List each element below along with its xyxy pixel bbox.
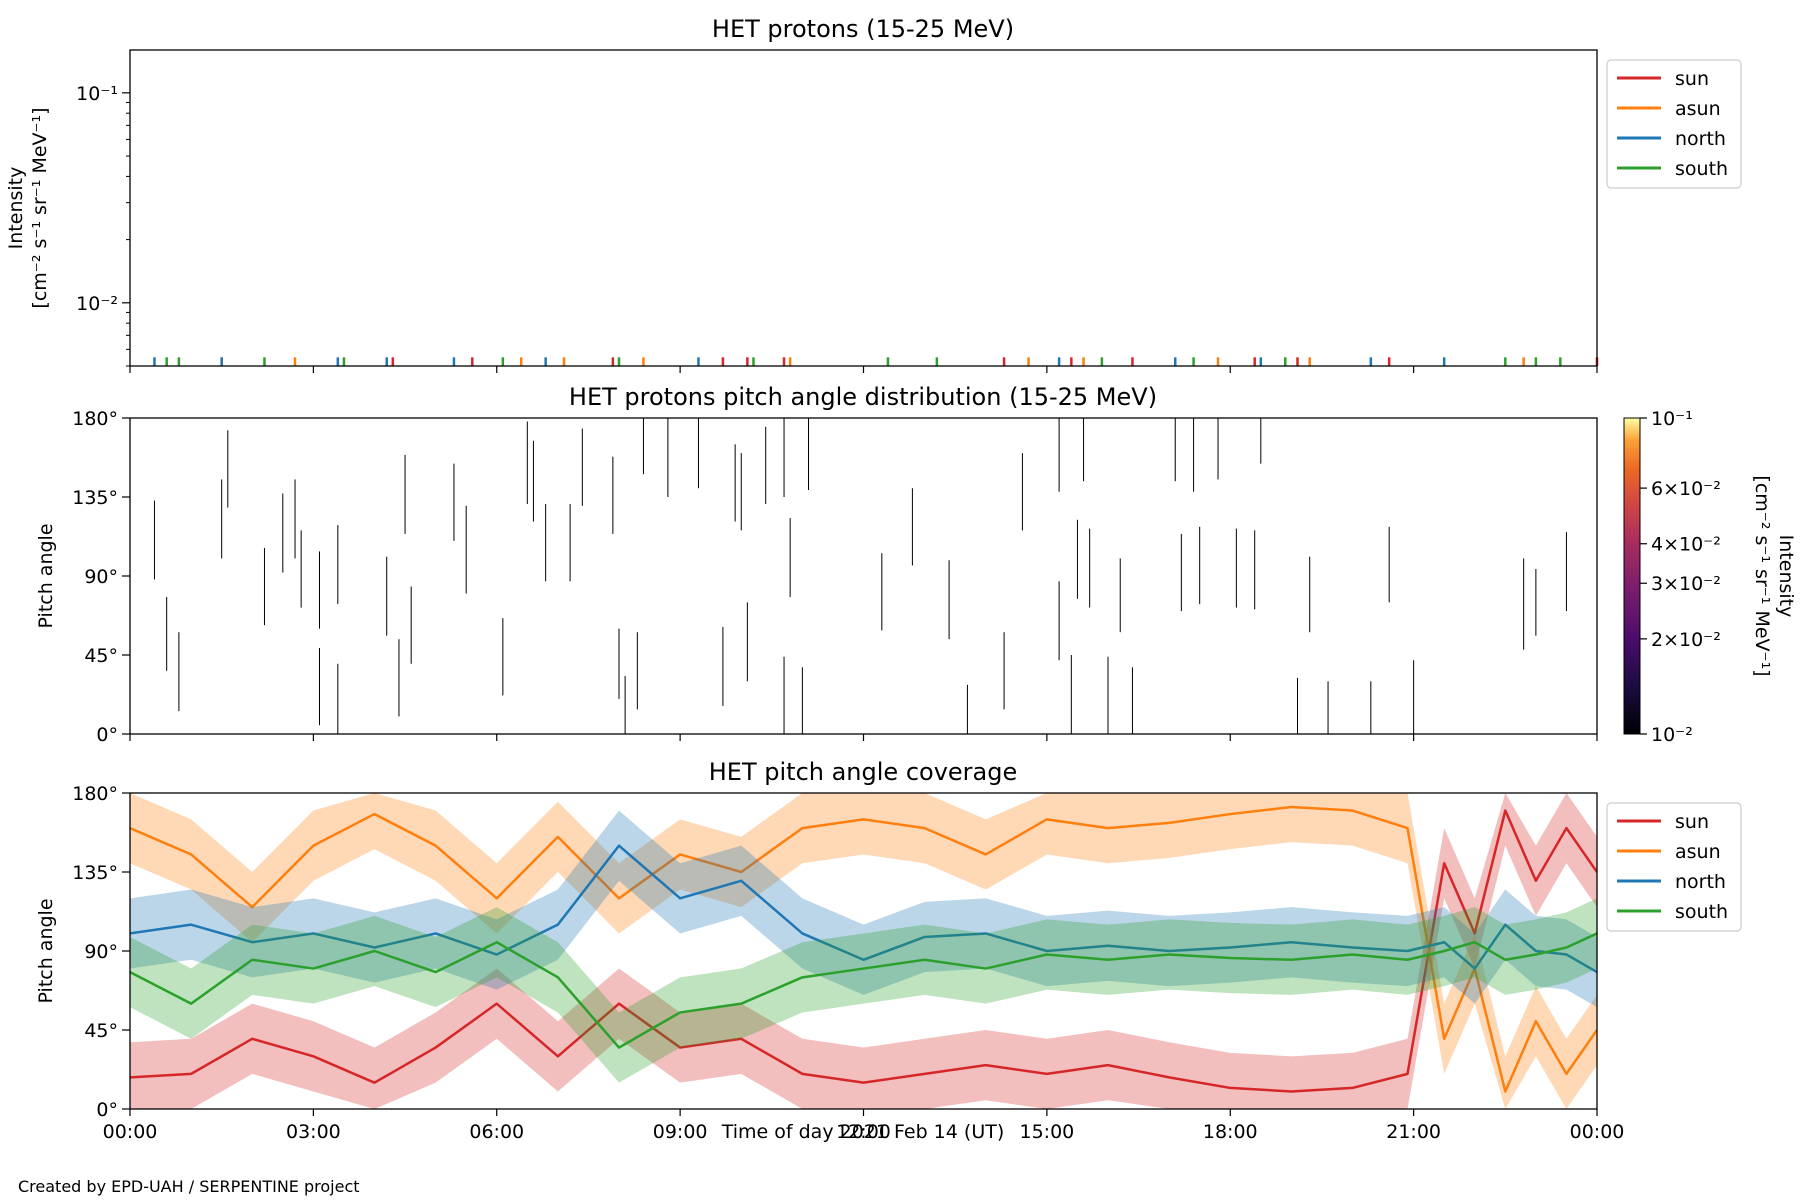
panel-pitch-angle-coverage: HET pitch angle coverage 00:00 03:00 06:00…	[35, 758, 1742, 1143]
panel3-legend-box	[1606, 802, 1742, 932]
legend3-label-south: south	[1675, 901, 1728, 923]
colorbar-label-text: Intensity	[1775, 535, 1797, 618]
colorbar-tick-label: 4×10⁻²	[1651, 534, 1721, 556]
line-asun	[130, 805, 1597, 1093]
line-south	[130, 932, 1597, 1049]
x-tick-label: 03:00	[286, 1121, 341, 1143]
y-tick-label: 10⁻¹	[76, 83, 118, 105]
x-tick-label: 12:00	[836, 1121, 891, 1143]
x-tick-label: 00:00	[103, 1121, 158, 1143]
panel2-frame	[129, 417, 1598, 735]
legend3-label-sun: sun	[1675, 811, 1709, 833]
y-tick-label: 90°	[84, 941, 118, 963]
x-tick-label: 21:00	[1386, 1121, 1441, 1143]
y-tick-label: 180°	[72, 783, 118, 805]
panel3-legend: sun asun north south	[1606, 802, 1742, 932]
y-tick-label: 0°	[96, 1099, 118, 1121]
colorbar-gradient	[1623, 417, 1641, 735]
panel1-ylabel-units: [cm⁻² s⁻¹ sr⁻¹ MeV⁻¹]	[29, 107, 51, 308]
colorbar-tick-label: 6×10⁻²	[1651, 478, 1721, 500]
panel1-frame	[129, 49, 1598, 367]
panel1-ticks: 10⁻¹ 10⁻²	[76, 83, 1598, 373]
line-sun	[130, 809, 1597, 1093]
panel3-xlabel: Time of day 2021 Feb 14 (UT)	[721, 1121, 1005, 1143]
panel2-ylabel: Pitch angle	[35, 523, 57, 628]
band-asun	[130, 793, 1597, 1109]
y-tick-label: 45°	[84, 645, 118, 667]
band-south	[130, 898, 1597, 1083]
panel-pitch-angle-distribution: HET protons pitch angle distribution (15…	[35, 383, 1797, 746]
colorbar-tick-label: 3×10⁻²	[1651, 573, 1721, 595]
panel2-ticks: 0° 45° 90° 135° 180°	[72, 408, 1598, 746]
x-tick-label: 15:00	[1019, 1121, 1074, 1143]
line-north	[130, 844, 1597, 974]
x-tick-label: 00:00	[1570, 1121, 1625, 1143]
credit-text: Created by EPD-UAH / SERPENTINE project	[18, 1177, 360, 1196]
colorbar-ticks: 10⁻¹ 6×10⁻² 4×10⁻² 3×10⁻² 2×10⁻² 10⁻²	[1640, 408, 1721, 746]
y-tick-label: 90°	[84, 566, 118, 588]
y-tick-label: 0°	[96, 724, 118, 746]
panel1-ylabel-text: Intensity	[5, 167, 27, 250]
colorbar-label: Intensity [cm⁻² s⁻¹ sr⁻¹ MeV⁻¹]	[1751, 475, 1797, 676]
legend1-label-asun: asun	[1675, 98, 1721, 120]
y-tick-label: 10⁻²	[76, 293, 118, 315]
legend1-label-sun: sun	[1675, 68, 1709, 90]
y-tick-label: 135°	[72, 862, 118, 884]
panel1-ylabel: Intensity [cm⁻² s⁻¹ sr⁻¹ MeV⁻¹]	[5, 107, 51, 308]
panel3-ylabel: Pitch angle	[35, 898, 57, 1003]
y-tick-label: 45°	[84, 1020, 118, 1042]
panel-intensity: HET protons (15-25 MeV) 10⁻¹ 10⁻² Intensi…	[5, 15, 1742, 373]
x-tick-label: 18:00	[1203, 1121, 1258, 1143]
legend1-label-north: north	[1675, 128, 1726, 150]
panel3-title: HET pitch angle coverage	[709, 758, 1017, 786]
colorbar-tick-label: 10⁻²	[1651, 724, 1693, 746]
colorbar-tick-label: 10⁻¹	[1651, 408, 1693, 430]
panel1-title: HET protons (15-25 MeV)	[712, 15, 1014, 43]
panel1-legend: sun asun north south	[1606, 59, 1742, 189]
panel1-legend-box	[1606, 59, 1742, 189]
x-tick-label: 06:00	[469, 1121, 524, 1143]
legend1-label-south: south	[1675, 158, 1728, 180]
panel3-marks	[130, 793, 1597, 1109]
panel2-title: HET protons pitch angle distribution (15…	[569, 383, 1157, 411]
panel1-marks	[153, 357, 1599, 366]
colorbar-tick-label: 2×10⁻²	[1651, 629, 1721, 651]
legend3-label-asun: asun	[1675, 841, 1721, 863]
x-tick-label: 09:00	[653, 1121, 708, 1143]
panel2-marks	[153, 418, 1598, 734]
y-tick-label: 135°	[72, 487, 118, 509]
legend3-label-north: north	[1675, 871, 1726, 893]
colorbar-label-units: [cm⁻² s⁻¹ sr⁻¹ MeV⁻¹]	[1751, 475, 1773, 676]
panel3-ticks: 00:00 03:00 06:00 09:00 12:00 15:00 18:00 21:00…	[72, 783, 1624, 1143]
y-tick-label: 180°	[72, 408, 118, 430]
band-sun	[130, 793, 1597, 1109]
colorbar: 10⁻¹ 6×10⁻² 4×10⁻² 3×10⁻² 2×10⁻² 10⁻² Intensi…	[1623, 408, 1797, 746]
